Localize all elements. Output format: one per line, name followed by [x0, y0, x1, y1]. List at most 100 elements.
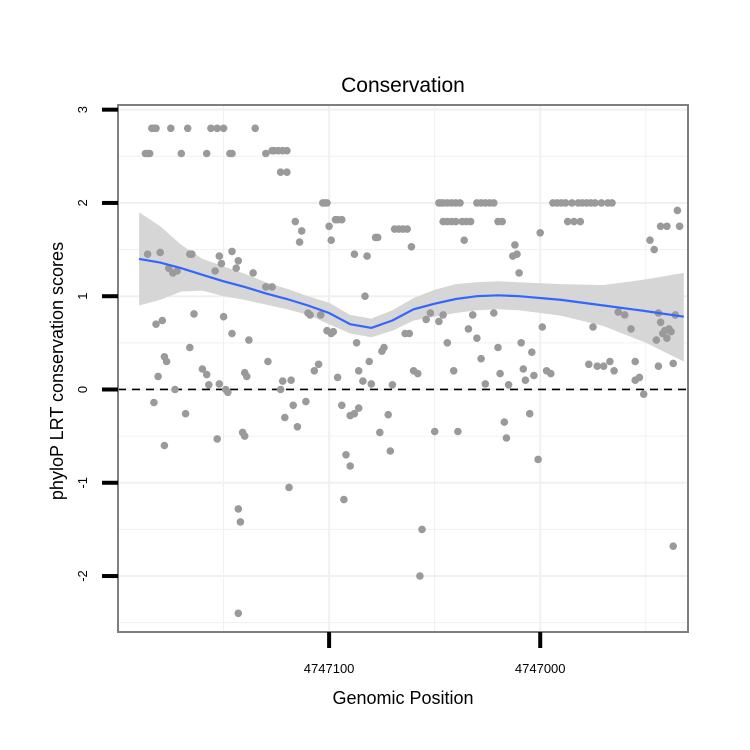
data-point: [145, 149, 154, 158]
data-point: [152, 320, 160, 329]
data-point: [430, 427, 439, 436]
data-point: [521, 376, 530, 385]
chart-title: Conservation: [341, 74, 465, 97]
data-point: [287, 376, 295, 385]
data-point: [418, 525, 426, 534]
data-point: [515, 269, 523, 277]
data-point: [234, 505, 243, 513]
data-point: [295, 238, 304, 246]
data-point: [224, 388, 232, 397]
data-point: [234, 609, 243, 618]
data-point: [452, 217, 460, 226]
plot-frame: [117, 104, 689, 633]
data-point: [439, 311, 447, 319]
data-point: [388, 381, 397, 389]
data-point: [228, 329, 236, 338]
data-point: [534, 455, 542, 464]
data-point: [181, 409, 190, 418]
data-point: [249, 269, 257, 277]
data-point: [519, 365, 528, 373]
data-point: [205, 381, 213, 389]
data-point: [525, 409, 534, 418]
y-tick-label: 2: [75, 199, 90, 206]
data-point: [338, 215, 346, 224]
data-point: [606, 357, 614, 366]
x-tick-label: 4747000: [515, 661, 566, 676]
data-point: [547, 369, 555, 378]
data-point: [496, 369, 504, 378]
data-point: [599, 362, 608, 371]
data-point: [663, 334, 671, 343]
data-point: [158, 316, 167, 325]
data-point: [361, 292, 369, 301]
data-point: [283, 146, 291, 155]
data-point: [150, 398, 158, 407]
data-point: [597, 199, 606, 207]
data-point: [177, 149, 186, 158]
x-tick-label: 4747100: [304, 661, 355, 676]
data-point: [340, 495, 348, 504]
data-point: [160, 441, 169, 450]
y-tick-label: 3: [75, 106, 90, 113]
data-point: [536, 229, 544, 237]
data-point: [363, 252, 371, 260]
data-point: [297, 227, 306, 235]
data-point: [380, 343, 388, 352]
data-point: [570, 217, 578, 226]
data-point: [568, 199, 576, 207]
data-point: [517, 339, 525, 347]
data-point: [449, 367, 458, 375]
data-point: [639, 390, 648, 399]
data-point: [593, 362, 601, 371]
data-point: [511, 241, 519, 249]
data-point: [422, 315, 431, 324]
data-point: [327, 236, 336, 244]
y-tick-label: -2: [75, 570, 90, 582]
data-point: [407, 243, 416, 251]
data-point: [293, 423, 302, 431]
data-point: [654, 362, 663, 371]
data-point: [656, 222, 665, 231]
data-point: [500, 418, 509, 426]
data-point: [591, 199, 599, 207]
data-point: [585, 360, 593, 369]
data-point: [215, 252, 224, 260]
data-point: [167, 124, 175, 133]
data-point: [376, 428, 384, 437]
data-point: [667, 327, 675, 336]
data-point: [468, 311, 477, 319]
confidence-ribbon: [139, 212, 684, 362]
data-point: [276, 168, 285, 176]
data-point: [352, 339, 361, 347]
y-axis-title: phyloP LRT conservation scores: [47, 242, 67, 500]
data-point: [285, 483, 293, 492]
data-point: [561, 199, 570, 207]
data-point: [245, 336, 253, 344]
data-point: [302, 397, 310, 406]
data-point: [154, 372, 162, 381]
data-point: [325, 222, 333, 231]
data-point: [663, 222, 671, 231]
data-point: [350, 409, 359, 418]
data-point: [504, 381, 513, 389]
data-point: [354, 404, 363, 412]
data-point: [264, 357, 272, 366]
data-point: [481, 380, 490, 388]
data-point: [262, 149, 270, 158]
y-axis-ticks: -2 -1 0 1 2 3: [75, 106, 118, 582]
data-point: [650, 245, 658, 254]
data-point: [281, 413, 289, 422]
data-point: [183, 124, 192, 133]
data-point: [211, 267, 219, 275]
data-point: [186, 343, 194, 352]
data-point: [416, 572, 424, 580]
data-point: [240, 432, 249, 440]
data-point: [173, 267, 181, 275]
data-point: [316, 311, 325, 319]
data-point: [460, 236, 469, 244]
data-point: [373, 233, 382, 242]
data-point: [610, 367, 618, 375]
data-point: [278, 377, 287, 385]
data-point: [262, 283, 270, 291]
